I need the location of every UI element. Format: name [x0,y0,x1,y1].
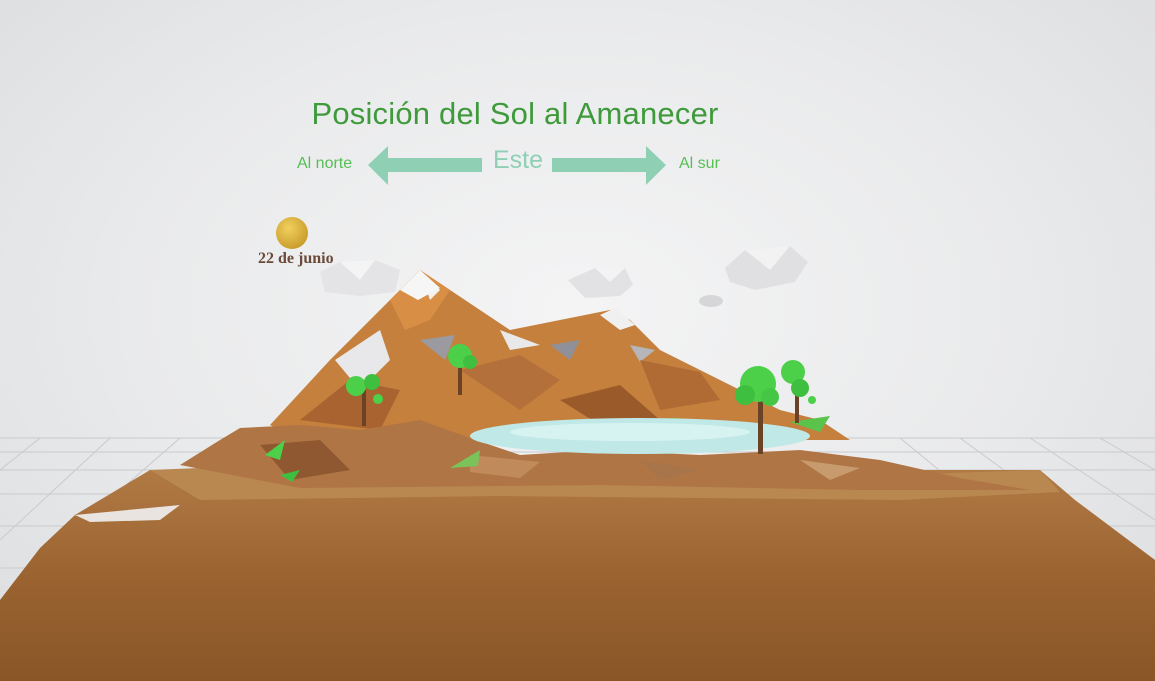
sun-icon[interactable] [276,217,308,249]
tree [781,360,816,423]
page-title: Posición del Sol al Amanecer [311,96,719,131]
label-south: Al sur [679,155,720,172]
tree [735,366,779,454]
lake-highlight [510,423,750,441]
tree [346,374,383,426]
label-north: Al norte [297,155,353,172]
label-east: Este [492,146,544,174]
cloud [699,295,723,307]
foreground-ridge [180,416,1030,490]
terrain-base [0,462,1155,681]
cloud [320,260,400,296]
cloud [725,246,808,290]
cloud [568,268,633,298]
tree [448,344,477,395]
direction-arrow [368,146,666,185]
sun-date-label: 22 de junio [258,250,334,267]
mountain-range [270,270,850,440]
